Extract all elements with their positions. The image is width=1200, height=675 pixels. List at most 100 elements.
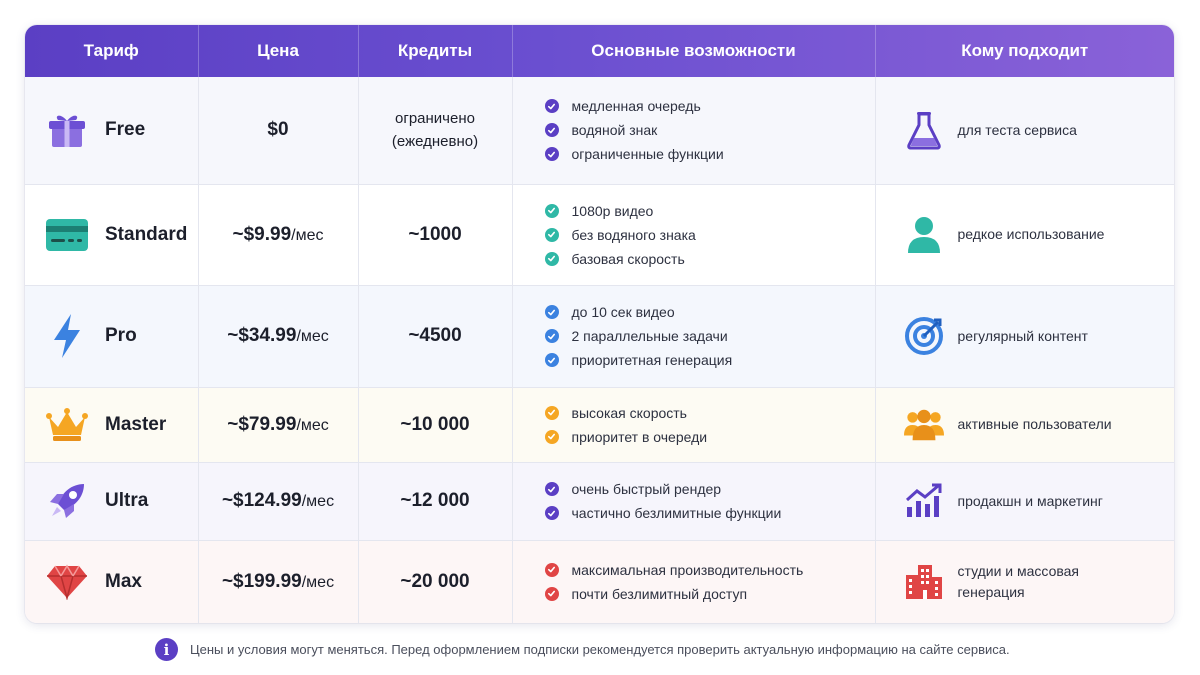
buildings-icon xyxy=(904,562,944,602)
footnote-text: Цены и условия могут меняться. Перед офо… xyxy=(190,642,1010,657)
credits-cell: ~1000 xyxy=(358,184,513,286)
fit-cell: активные пользователи xyxy=(876,405,1175,445)
plan-cell: Standard xyxy=(25,213,198,257)
fit-cell: для теста сервиса xyxy=(876,110,1175,150)
check-icon xyxy=(544,329,559,343)
plan-name: Standard xyxy=(105,223,188,245)
price-period: /мес xyxy=(301,493,335,510)
features-cell: высокая скорость приоритет в очереди xyxy=(512,387,876,463)
check-icon xyxy=(544,562,559,577)
price-value: ~$79.99 xyxy=(227,413,297,435)
feature-item: 2 параллельные задачи xyxy=(544,324,875,348)
check-icon xyxy=(544,227,559,242)
check-icon xyxy=(544,353,559,367)
check-icon xyxy=(544,251,559,266)
credits-value: ~12 000 xyxy=(400,490,470,511)
fit-label: студии и массовая генерация xyxy=(958,561,1080,603)
price-period: /мес xyxy=(291,226,324,244)
plan-name: Master xyxy=(105,413,167,435)
table-row-standard: Standard ~$9.99/мес ~1000 1080p видео бе… xyxy=(25,184,1174,286)
diamond-icon xyxy=(45,560,89,604)
feature-item: базовая скорость xyxy=(544,247,875,271)
credits-line: (ежедневно) xyxy=(391,133,479,151)
plan-name: Pro xyxy=(105,325,137,346)
table-row-free: Free $0 ограничено (ежедневно) медленная… xyxy=(25,77,1175,185)
fit-label: активные пользователи xyxy=(957,416,1112,432)
credits-cell: ~4500 xyxy=(358,285,513,388)
check-icon xyxy=(544,586,559,601)
price-cell: ~$199.99/мес xyxy=(198,540,359,623)
pricing-table-card: Тариф Цена Кредиты Основные возможности … xyxy=(25,25,1174,623)
features-cell: максимальная производительность почти бе… xyxy=(512,540,876,623)
feature-item: почти безлимитный доступ xyxy=(544,582,875,606)
fit-label-line: генерация xyxy=(957,583,1025,600)
price-period: /мес xyxy=(301,573,335,591)
header-credits: Кредиты xyxy=(358,25,513,77)
fit-label: продакшн и маркетинг xyxy=(957,492,1103,509)
feature-item: водяной знак xyxy=(544,118,875,142)
users-group-icon xyxy=(903,405,944,445)
table-row-max: Max ~$199.99/мес ~20 000 максимальная пр… xyxy=(25,540,1174,623)
table-row-pro: Pro ~$34.99/мес ~4500 до 10 сек видео 2 … xyxy=(25,285,1175,388)
credits-line: ограничено xyxy=(395,110,475,128)
fit-cell: студии и массовая генерация xyxy=(876,561,1175,603)
feature-item: приоритетная генерация xyxy=(544,348,875,372)
feature-label: ограниченные функции xyxy=(571,146,724,163)
pricing-table: Тариф Цена Кредиты Основные возможности … xyxy=(25,25,1174,623)
header-fit: Кому подходит xyxy=(961,41,1089,60)
credits-value: ~20 000 xyxy=(400,570,470,592)
feature-item: максимальная производительность xyxy=(544,558,875,582)
feature-item: частично безлимитные функции xyxy=(544,501,875,525)
feature-label: медленная очередь xyxy=(571,98,701,115)
credits-value: ~4500 xyxy=(408,325,462,346)
feature-label: максимальная производительность xyxy=(571,561,804,578)
feature-label: приоритет в очереди xyxy=(571,428,708,445)
target-icon xyxy=(904,316,944,356)
check-icon xyxy=(544,506,559,520)
check-icon xyxy=(544,123,559,138)
header-features: Основные возможности xyxy=(512,25,876,77)
feature-item: высокая скорость xyxy=(544,401,875,425)
credits-cell: ограничено (ежедневно) xyxy=(358,77,513,185)
feature-label: водяной знак xyxy=(571,122,658,139)
feature-label: очень быстрый рендер xyxy=(571,481,722,497)
price-value: ~$199.99 xyxy=(221,570,302,592)
feature-label: частично безлимитные функции xyxy=(571,505,782,521)
features-cell: медленная очередь водяной знак ограничен… xyxy=(512,77,876,185)
feature-item: до 10 сек видео xyxy=(544,300,875,324)
fit-cell: регулярный контент xyxy=(876,316,1175,356)
table-row-master: Master ~$79.99/мес ~10 000 высокая скоро… xyxy=(25,387,1175,463)
price-cell: ~$9.99/мес xyxy=(198,184,359,286)
rocket-icon xyxy=(45,479,89,523)
growth-chart-icon xyxy=(904,481,944,521)
check-icon xyxy=(544,482,559,496)
feature-item: ограниченные функции xyxy=(544,142,875,166)
plan-cell: Master xyxy=(25,403,198,447)
credits-value: ~1000 xyxy=(408,223,462,245)
plan-name: Free xyxy=(105,119,146,141)
price-value: ~$124.99 xyxy=(221,490,302,511)
price-cell: $0 xyxy=(198,77,359,185)
fit-label: регулярный контент xyxy=(957,327,1088,344)
check-icon xyxy=(544,429,559,444)
table-header-row: Тариф Цена Кредиты Основные возможности … xyxy=(25,25,1174,77)
price-cell: ~$79.99/мес xyxy=(198,387,359,463)
features-cell: очень быстрый рендер частично безлимитны… xyxy=(512,462,876,541)
plan-cell: Max xyxy=(25,560,198,604)
feature-item: медленная очередь xyxy=(544,94,875,118)
credits-cell: ~10 000 xyxy=(358,387,513,463)
price-value: ~$9.99 xyxy=(232,223,292,245)
feature-label: без водяного знака xyxy=(571,226,696,243)
crown-icon xyxy=(45,403,89,447)
fit-label: для теста сервиса xyxy=(957,121,1077,138)
feature-label: базовая скорость xyxy=(571,250,685,267)
check-icon xyxy=(544,405,559,420)
feature-label: высокая скорость xyxy=(571,404,687,421)
header-price: Цена xyxy=(198,25,359,77)
fit-label: редкое использование xyxy=(957,226,1105,242)
feature-item: приоритет в очереди xyxy=(544,425,875,449)
feature-label: почти безлимитный доступ xyxy=(571,585,748,602)
feature-item: очень быстрый рендер xyxy=(544,477,875,501)
features-cell: 1080p видео без водяного знака базовая с… xyxy=(512,184,876,286)
features-cell: до 10 сек видео 2 параллельные задачи пр… xyxy=(512,285,876,388)
